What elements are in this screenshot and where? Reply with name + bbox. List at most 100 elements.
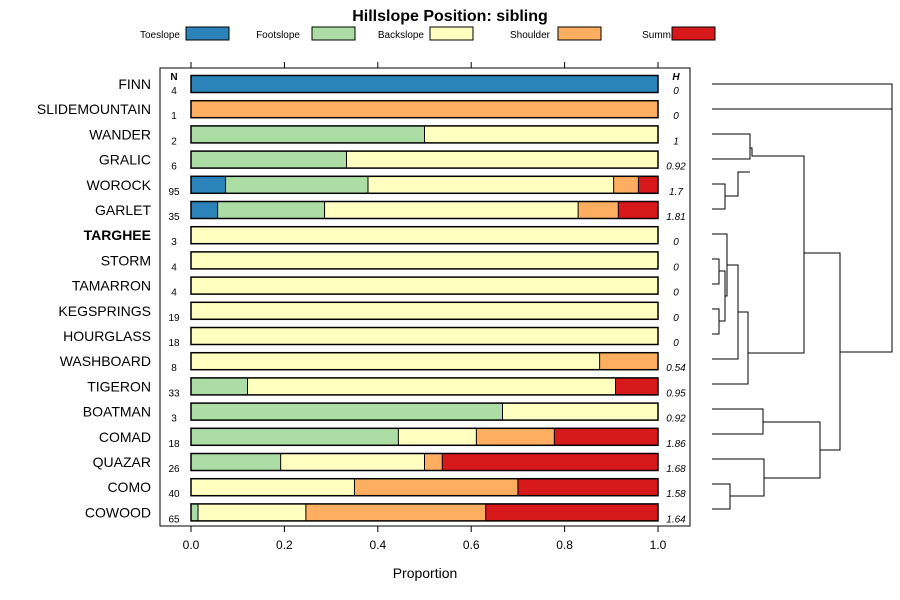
bar-segment-finn-toeslope <box>191 75 658 93</box>
x-tick-label: 0.0 <box>183 538 200 552</box>
x-tick-label: 1.0 <box>650 538 667 552</box>
x-tick-label: 0.2 <box>276 538 293 552</box>
bar-segment-garlet-toeslope <box>191 201 218 219</box>
bar-segment-como-backslope <box>191 478 355 496</box>
bar-segment-garlet-backslope <box>324 201 579 219</box>
legend: Toeslope Footslope Backslope Shoulder Summit <box>140 26 716 41</box>
bar-segment-como-shoulder <box>354 478 518 496</box>
bar-segment-hourglass-backslope <box>191 327 658 345</box>
bar-segment-washboard-backslope <box>191 352 600 370</box>
n-value-cowood: 65 <box>168 514 180 525</box>
n-value-targhee: 3 <box>171 237 177 248</box>
bar-outline-tigeron <box>190 377 659 396</box>
legend-swatch-toeslope <box>185 26 230 41</box>
legend-label-toeslope: Toeslope <box>140 30 180 41</box>
h-value-kegsprings: 0 <box>673 313 679 324</box>
bar-segment-gralic-backslope <box>346 151 658 169</box>
bar-outline-worock <box>190 175 659 195</box>
n-value-tamarron: 4 <box>171 288 177 299</box>
bar-outline-cowood <box>190 503 659 522</box>
bar-outline-finn <box>190 74 659 94</box>
h-value-tamarron: 0 <box>673 288 679 299</box>
h-value-slidemountain: 0 <box>673 111 679 122</box>
n-header: N <box>170 72 177 83</box>
h-header: H <box>672 72 680 83</box>
row-label-storm: STORM <box>101 252 151 268</box>
x-axis: 0.0 0.2 0.4 0.6 0.8 1.0 <box>183 62 667 552</box>
row-label-targhee: TARGHEE <box>84 227 151 243</box>
bar-segment-cowood-summit <box>485 503 658 521</box>
row-label-slidemountain: SLIDEMOUNTAIN <box>37 101 151 117</box>
bar-segment-garlet-footslope <box>217 201 325 219</box>
h-value-como: 1.58 <box>666 489 686 500</box>
x-tick-label: 0.6 <box>463 538 480 552</box>
row-label-quazar: QUAZAR <box>93 454 151 470</box>
row-label-wander: WANDER <box>89 126 151 142</box>
legend-label-summit: Summit <box>642 30 676 41</box>
h-value-cowood: 1.64 <box>666 514 686 525</box>
bar-segment-quazar-summit <box>442 453 658 471</box>
h-value-worock: 1.7 <box>669 187 683 198</box>
h-value-boatman: 0.92 <box>666 414 686 425</box>
plot-frame <box>159 67 691 527</box>
legend-swatch-summit <box>671 26 716 41</box>
legend-swatch-footslope <box>311 26 356 41</box>
n-value-hourglass: 18 <box>168 338 180 349</box>
row-label-cowood: COWOOD <box>85 504 151 520</box>
n-value-storm: 4 <box>171 262 177 273</box>
h-value-hourglass: 0 <box>673 338 679 349</box>
row-label-como: COMO <box>107 479 151 495</box>
bar-segment-garlet-shoulder <box>578 201 619 219</box>
n-value-worock: 95 <box>168 187 180 198</box>
n-value-como: 40 <box>168 489 180 500</box>
bar-segment-como-summit <box>517 478 658 496</box>
bar-segment-boatman-backslope <box>502 403 658 421</box>
h-value-finn: 0 <box>673 86 679 97</box>
legend-label-footslope: Footslope <box>256 30 300 41</box>
bar-outline-garlet <box>190 200 659 220</box>
bar-segment-slidemountain-shoulder <box>191 100 658 118</box>
n-value-garlet: 35 <box>168 212 180 223</box>
bar-segment-worock-backslope <box>367 176 614 194</box>
row-label-boatman: BOATMAN <box>83 404 151 420</box>
h-value-tigeron: 0.95 <box>666 388 686 399</box>
h-value-comad: 1.86 <box>666 439 686 450</box>
x-tick-label: 0.8 <box>556 538 573 552</box>
bar-segment-storm-backslope <box>191 251 658 269</box>
row-label-worock: WOROCK <box>86 177 151 193</box>
bar-outline-comad <box>190 427 659 447</box>
legend-swatch-backslope <box>429 26 474 41</box>
h-value-storm: 0 <box>673 262 679 273</box>
bar-outline-slidemountain <box>190 99 659 119</box>
bar-outline-gralic <box>190 150 659 169</box>
row-label-tamarron: TAMARRON <box>72 278 151 294</box>
x-axis-title: Proportion <box>393 565 458 581</box>
bar-segment-tigeron-backslope <box>247 377 616 395</box>
bar-segment-wander-backslope <box>424 125 658 143</box>
bar-segment-worock-footslope <box>225 176 368 194</box>
dendrogram <box>712 83 893 510</box>
bar-segment-worock-shoulder <box>613 176 639 194</box>
bar-segment-comad-backslope <box>398 428 477 446</box>
n-value-kegsprings: 19 <box>168 313 180 324</box>
n-value-wander: 2 <box>171 136 177 147</box>
row-label-comad: COMAD <box>99 429 151 445</box>
x-tick-label: 0.4 <box>369 538 386 552</box>
bar-segment-cowood-footslope <box>191 503 199 521</box>
bar-segment-comad-footslope <box>191 428 399 446</box>
bar-outline-tamarron <box>190 276 659 295</box>
bar-segment-quazar-shoulder <box>424 453 443 471</box>
row-label-garlet: GARLET <box>95 202 151 218</box>
h-value-targhee: 0 <box>673 237 679 248</box>
bar-segment-tigeron-summit <box>615 377 658 395</box>
n-value-comad: 18 <box>168 439 180 450</box>
bar-segment-garlet-summit <box>618 201 658 219</box>
bar-segment-worock-summit <box>638 176 658 194</box>
bar-segment-boatman-footslope <box>191 403 503 421</box>
n-value-gralic: 6 <box>171 162 177 173</box>
row-label-gralic: GRALIC <box>99 152 151 168</box>
bar-segment-cowood-shoulder <box>305 503 486 521</box>
bar-segment-cowood-backslope <box>198 503 306 521</box>
